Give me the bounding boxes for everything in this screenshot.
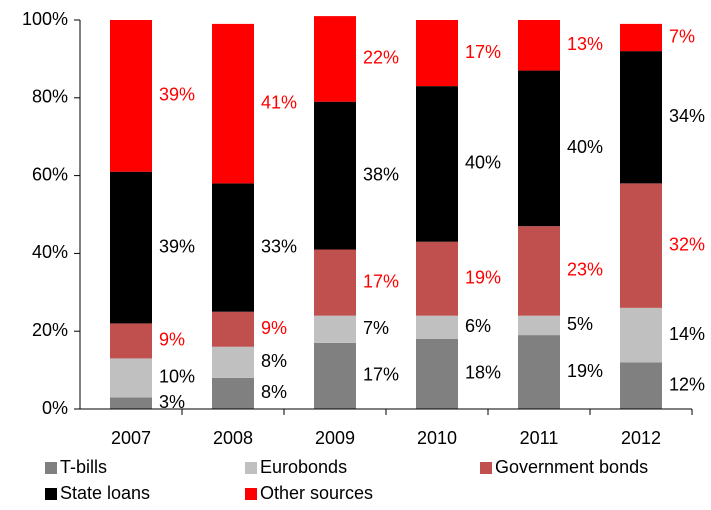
bar-segment xyxy=(212,183,254,312)
value-label: 8% xyxy=(261,351,287,371)
value-label: 22% xyxy=(363,48,399,68)
x-tick-label: 2010 xyxy=(417,428,457,448)
value-label: 9% xyxy=(159,330,185,350)
y-tick-label: 40% xyxy=(32,242,68,262)
x-tick-label: 2008 xyxy=(213,428,253,448)
bar-segment xyxy=(518,335,560,409)
value-label: 32% xyxy=(669,234,705,254)
value-label: 7% xyxy=(669,26,695,46)
legend-swatch xyxy=(480,462,492,474)
value-label: 3% xyxy=(159,392,185,412)
y-tick-label: 0% xyxy=(42,398,68,418)
value-label: 9% xyxy=(261,318,287,338)
bar-segment xyxy=(314,315,356,343)
bar-segment xyxy=(620,183,662,308)
bar-segment xyxy=(518,20,560,71)
bar-segment xyxy=(416,20,458,87)
legend-swatch xyxy=(245,488,257,500)
value-label: 34% xyxy=(669,106,705,126)
bar-segment xyxy=(416,241,458,316)
value-label: 19% xyxy=(465,267,501,287)
value-label: 13% xyxy=(567,34,603,54)
bar-segment xyxy=(416,86,458,242)
bar-segment xyxy=(212,23,254,184)
value-label: 40% xyxy=(567,137,603,157)
value-label: 17% xyxy=(363,365,399,385)
value-label: 18% xyxy=(465,363,501,383)
legend-label: Eurobonds xyxy=(260,457,347,477)
y-tick-label: 100% xyxy=(22,9,68,29)
bar-segment xyxy=(314,16,356,102)
value-label: 33% xyxy=(261,236,297,256)
value-label: 5% xyxy=(567,314,593,334)
bar-segment xyxy=(110,358,152,398)
bar-segment xyxy=(314,101,356,250)
value-label: 8% xyxy=(261,382,287,402)
x-tick-label: 2009 xyxy=(315,428,355,448)
bar-segment xyxy=(416,338,458,409)
x-tick-label: 2011 xyxy=(520,428,559,448)
bar-segment xyxy=(110,20,152,172)
value-label: 17% xyxy=(465,42,501,62)
legend-swatch xyxy=(45,462,57,474)
x-tick-label: 2007 xyxy=(111,428,151,448)
bar-segment xyxy=(110,171,152,324)
bar-segment xyxy=(110,323,152,359)
value-label: 6% xyxy=(465,316,491,336)
legend-label: T-bills xyxy=(60,457,107,477)
value-label: 38% xyxy=(363,164,399,184)
bar-segment xyxy=(314,342,356,409)
bar-segment xyxy=(314,249,356,316)
bar-segment xyxy=(620,362,662,409)
bar-segment xyxy=(518,315,560,336)
legend-label: Other sources xyxy=(260,483,373,503)
value-label: 39% xyxy=(159,236,195,256)
bar-segment xyxy=(620,51,662,184)
value-label: 23% xyxy=(567,260,603,280)
value-label: 12% xyxy=(669,374,705,394)
legend-swatch xyxy=(245,462,257,474)
value-label: 14% xyxy=(669,324,705,344)
x-tick-label: 2012 xyxy=(621,428,661,448)
value-label: 41% xyxy=(261,92,297,112)
bar-segment xyxy=(518,70,560,227)
value-label: 40% xyxy=(465,153,501,173)
y-tick-label: 20% xyxy=(32,320,68,340)
value-label: 17% xyxy=(363,271,399,291)
bar-segment xyxy=(212,311,254,347)
y-tick-label: 80% xyxy=(32,87,68,107)
legend-label: Government bonds xyxy=(495,457,648,477)
legend-swatch xyxy=(45,488,57,500)
bar-segment xyxy=(620,23,662,52)
bar-segment xyxy=(110,397,152,409)
y-tick-label: 60% xyxy=(32,164,68,184)
bar-segment xyxy=(212,346,254,378)
value-label: 19% xyxy=(567,361,603,381)
bar-segment xyxy=(518,226,560,316)
value-label: 7% xyxy=(363,318,389,338)
value-label: 39% xyxy=(159,85,195,105)
bar-segment xyxy=(212,377,254,409)
bar-segment xyxy=(416,315,458,339)
bar-segment xyxy=(620,307,662,363)
legend-label: State loans xyxy=(60,483,150,503)
value-label: 10% xyxy=(159,367,195,387)
